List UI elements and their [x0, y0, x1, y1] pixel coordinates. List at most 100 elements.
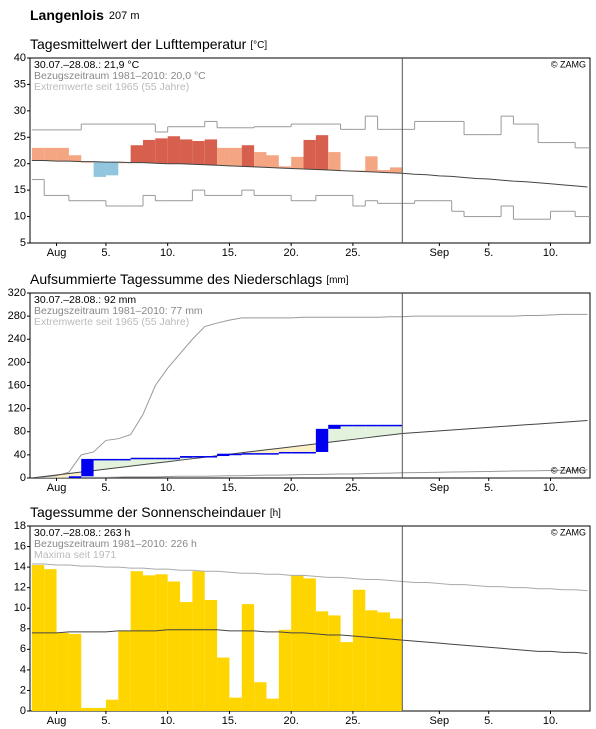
temperature-bar: [291, 156, 304, 169]
plot-content: [31, 115, 590, 220]
x-tick-label: 15.: [222, 482, 237, 494]
y-tick-label: 10: [14, 602, 26, 614]
temperature-bar: [229, 147, 242, 167]
chart-unit: [mm]: [326, 275, 348, 286]
precipitation-bar: [365, 424, 378, 427]
sunshine-bar: [56, 632, 69, 711]
y-tick-label: 30: [14, 105, 26, 117]
temperature-bar: [68, 155, 82, 162]
y-tick-label: 240: [8, 333, 26, 345]
difference-fill: [118, 458, 131, 468]
sunshine-bar: [365, 610, 378, 711]
sunshine-bar: [315, 611, 329, 711]
station-elevation: 207 m: [109, 10, 140, 22]
difference-fill: [93, 458, 106, 471]
sunshine-bar: [142, 575, 156, 711]
sunshine-bar: [105, 699, 119, 711]
x-tick-label: 10.: [160, 247, 175, 259]
precipitation-bar: [105, 458, 119, 461]
precipitation-bar: [180, 456, 193, 458]
y-tick-label: 40: [14, 449, 26, 461]
temperature-bar: [105, 162, 119, 176]
temperature-bar: [278, 166, 292, 169]
normal-line: [31, 629, 588, 654]
y-tick-label: 10: [14, 210, 26, 222]
temperature-bar: [303, 139, 316, 170]
y-tick-label: 40: [14, 52, 26, 64]
precipitation-bar: [340, 424, 353, 427]
y-tick-label: 80: [14, 426, 26, 438]
copyright: © ZAMG: [551, 465, 586, 475]
difference-fill: [377, 424, 390, 437]
sunshine-bar: [155, 574, 168, 711]
temperature-bar: [315, 135, 329, 170]
sunshine-bar: [229, 697, 242, 711]
temperature-bar: [56, 147, 69, 162]
chart-unit: [h]: [270, 508, 281, 519]
temperature-bar: [204, 139, 218, 166]
sunshine-bar: [93, 707, 106, 711]
annotation: 30.07.–28.08.: 263 h: [34, 527, 130, 539]
precipitation-bar: [130, 457, 143, 460]
x-tick-label: 25.: [345, 247, 360, 259]
temperature-bar: [44, 147, 57, 161]
temperature-bar: [180, 139, 193, 164]
difference-fill: [389, 424, 403, 435]
y-tick-label: 280: [8, 310, 26, 322]
x-tick-label: 20.: [284, 715, 299, 727]
normal-line: [31, 419, 588, 478]
precipitation-bar: [204, 456, 218, 458]
y-tick-label: 0: [20, 472, 26, 484]
plot-content: [31, 563, 588, 711]
x-tick-label: 10.: [543, 715, 558, 727]
sunshine-bar: [389, 618, 403, 711]
temperature-bar: [328, 152, 341, 171]
precipitation-bar: [377, 424, 390, 427]
y-tick-label: 0: [20, 705, 26, 717]
y-tick-label: 18: [14, 520, 26, 532]
annotation: Bezugszeitraum 1981–2010: 226 h: [34, 538, 197, 550]
difference-fill: [130, 457, 143, 467]
x-tick-label: 25.: [345, 482, 360, 494]
x-tick-label: 5.: [484, 715, 493, 727]
chart-title: Tagessumme der Sonnenscheindauer [h]: [30, 504, 281, 520]
x-tick-label: 5.: [101, 247, 110, 259]
x-tick-label: 10.: [160, 715, 175, 727]
annotation: 30.07.–28.08.: 92 mm: [34, 294, 136, 306]
y-tick-label: 35: [14, 78, 26, 90]
sunshine-bar: [254, 682, 267, 711]
sunshine-bar: [31, 565, 45, 711]
annotation: Bezugszeitraum 1981–2010: 20,0 °C: [34, 70, 206, 82]
y-tick-label: 12: [14, 582, 26, 594]
y-tick-label: 14: [14, 561, 26, 573]
y-tick-label: 8: [20, 623, 26, 635]
annotation: Extremwerte seit 1965 (55 Jahre): [34, 316, 189, 328]
x-tick-label: Aug: [47, 482, 67, 494]
difference-fill: [365, 424, 378, 438]
temperature-bar: [142, 139, 156, 163]
sunshine-bar: [81, 707, 94, 711]
temperature-bar: [167, 136, 181, 164]
precipitation-bar: [328, 424, 341, 429]
temperature-bar: [254, 152, 267, 168]
sunshine-bar: [44, 569, 57, 711]
precipitation-bar: [81, 458, 94, 477]
annotation: 30.07.–28.08.: 21,9 °C: [34, 59, 140, 71]
x-tick-label: 5.: [101, 482, 110, 494]
difference-fill: [142, 457, 156, 465]
precipitation-bar: [93, 458, 106, 461]
annotation: Extremwerte seit 1965 (55 Jahre): [34, 81, 189, 93]
upper-line: [31, 563, 588, 592]
y-tick-label: 2: [20, 684, 26, 696]
x-tick-label: 10.: [543, 247, 558, 259]
temperature-bar: [217, 147, 230, 166]
precipitation-bar: [192, 456, 205, 458]
temperature-bar: [241, 145, 255, 167]
sunshine-bar: [130, 571, 143, 711]
sunshine-bar: [377, 612, 390, 711]
difference-fill: [56, 473, 69, 478]
annotation: Maxima seit 1971: [34, 549, 116, 561]
temperature-bar: [81, 161, 94, 163]
difference-fill: [105, 458, 119, 470]
x-tick-label: 20.: [284, 482, 299, 494]
